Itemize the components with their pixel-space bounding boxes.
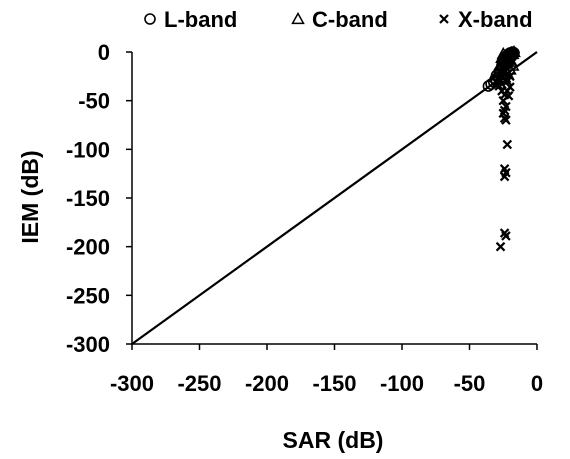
x-tick-label: -150: [312, 371, 356, 396]
y-tick-label: -50: [78, 89, 110, 114]
plot-area: [131, 51, 538, 345]
x-tick-label: -50: [454, 371, 486, 396]
x-band-point: [502, 139, 513, 150]
legend-marker-c-band: [291, 11, 305, 25]
x-band-point: [505, 82, 515, 92]
legend-label-c-band: C-band: [312, 7, 388, 32]
y-tick-label: -100: [66, 137, 110, 162]
legend-item-l-band: L-band: [144, 7, 237, 32]
x-band-point: [501, 231, 511, 241]
legend-label-l-band: L-band: [164, 7, 237, 32]
legend-label-x-band: X-band: [458, 7, 533, 32]
y-tick-label: 0: [98, 40, 110, 65]
x-band-point: [505, 71, 515, 82]
x-band-point: [491, 76, 502, 86]
axes: -300 -250 -200 -150 -100 -50 0 0 -50 -100 -150 -200…: [66, 40, 543, 396]
y-tick-label: -250: [66, 283, 110, 308]
x-band-point: [501, 115, 511, 125]
legend-item-c-band: C-band: [291, 7, 388, 32]
data-points: [482, 44, 521, 252]
x-band-point: [502, 76, 513, 86]
legend-marker-x-band: [439, 14, 449, 24]
x-tick-label: -250: [177, 371, 221, 396]
x-band-point: [495, 241, 506, 252]
x-band-point: [499, 171, 510, 182]
x-band-point: [503, 91, 514, 101]
x-band-point: [497, 79, 507, 89]
legend-marker-l-band: [144, 13, 156, 25]
y-tick-label: -200: [66, 235, 110, 260]
y-tick-label: -150: [66, 186, 110, 211]
y-tick-label: -300: [66, 332, 110, 357]
x-band-point: [507, 49, 518, 59]
legend: L-band C-band X-band: [144, 7, 533, 32]
reference-line: [131, 51, 538, 345]
legend-item-x-band: X-band: [439, 7, 533, 32]
y-axis-title: IEM (dB): [17, 150, 43, 243]
x-axis-title: SAR (dB): [283, 427, 384, 453]
x-tick-label: -300: [110, 371, 154, 396]
x-tick-label: -200: [245, 371, 289, 396]
x-tick-label: 0: [531, 371, 543, 396]
x-tick-label: -100: [380, 371, 424, 396]
